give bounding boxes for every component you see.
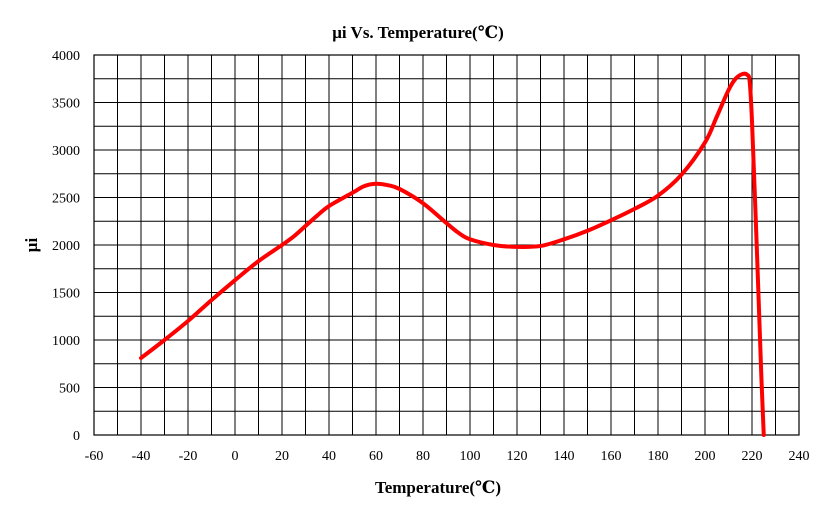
y-tick-label: 1000 [52, 334, 80, 349]
y-tick-label: 1500 [52, 287, 80, 302]
y-axis-label: μi [22, 238, 41, 253]
x-tick-label: 40 [322, 449, 336, 464]
x-axis-ticks: -60 -40 -20 0 20 40 60 80 100 120 140 160 180 200 220 2… [85, 449, 810, 464]
y-tick-label: 3000 [52, 144, 80, 159]
x-tick-label: 180 [648, 449, 669, 464]
x-tick-label: 200 [695, 449, 716, 464]
x-tick-label: 140 [554, 449, 575, 464]
x-tick-label: -60 [85, 449, 104, 464]
y-tick-label: 4000 [52, 49, 80, 64]
x-tick-label: 0 [232, 449, 239, 464]
x-axis-label: Temperature(℃) [375, 478, 501, 497]
y-axis-ticks: 0 500 1000 1500 2000 2500 3000 3500 4000 [52, 49, 80, 444]
x-tick-label: 240 [789, 449, 810, 464]
series-layer [139, 71, 766, 437]
y-tick-label: 3500 [52, 97, 80, 112]
y-tick-label: 2500 [52, 192, 80, 207]
y-tick-label: 0 [73, 429, 80, 444]
y-tick-label: 2000 [52, 239, 80, 254]
x-tick-label: 60 [369, 449, 383, 464]
x-tick-label: 120 [507, 449, 528, 464]
x-tick-label: 20 [275, 449, 289, 464]
x-tick-label: 160 [601, 449, 622, 464]
plot-area [93, 54, 800, 436]
x-tick-label: -40 [132, 449, 151, 464]
series-line [139, 71, 766, 437]
grid [94, 55, 799, 435]
x-tick-label: 220 [742, 449, 763, 464]
x-tick-label: 100 [460, 449, 481, 464]
x-tick-label: -20 [179, 449, 198, 464]
x-tick-label: 80 [416, 449, 430, 464]
chart-title: μi Vs. Temperature(℃) [332, 23, 504, 42]
y-tick-label: 500 [59, 382, 80, 397]
